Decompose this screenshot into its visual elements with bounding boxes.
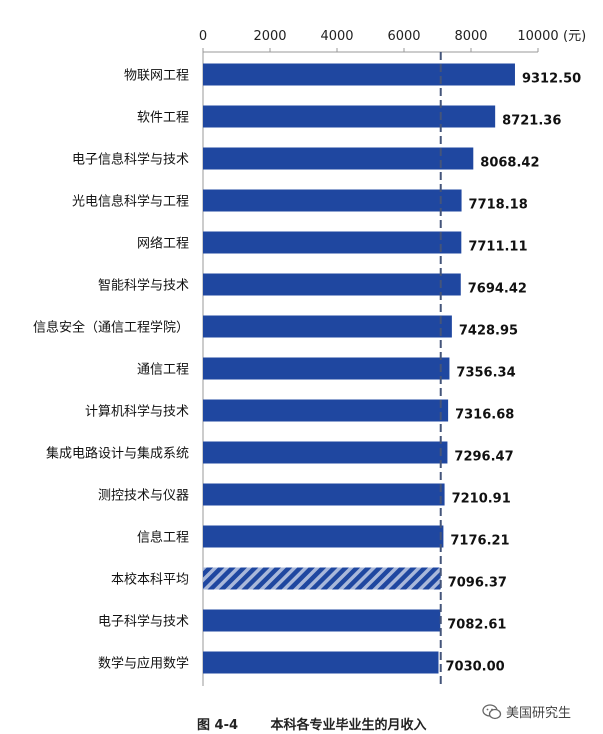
figure-caption: 图 4-4 本科各专业毕业生的月收入 [197, 714, 427, 733]
category-label: 信息安全（通信工程学院） [33, 320, 189, 336]
x-tick-label: 0 [199, 29, 207, 44]
value-label: 7210.91 [452, 492, 511, 507]
value-label: 7428.95 [459, 324, 518, 339]
value-label: 7711.11 [468, 240, 527, 255]
category-label: 集成电路设计与集成系统 [46, 446, 189, 462]
bar [203, 273, 461, 296]
x-axis-unit: (元) [563, 29, 586, 44]
bar [203, 147, 474, 170]
bar [203, 651, 439, 674]
x-tick-label: 10000 [517, 29, 558, 44]
category-label: 物联网工程 [124, 69, 189, 84]
category-label: 测控技术与仪器 [98, 489, 189, 504]
x-axis: 0 2000 4000 6000 8000 10000 (元) [199, 29, 586, 686]
category-label: 信息工程 [137, 530, 189, 546]
value-label: 7096.37 [448, 576, 507, 591]
bars [203, 63, 515, 674]
value-label: 9312.50 [522, 72, 581, 87]
bar [203, 189, 462, 212]
category-label: 通信工程 [137, 363, 189, 378]
value-label: 7718.18 [469, 198, 528, 213]
value-label: 7694.42 [468, 282, 527, 297]
bar [203, 63, 515, 86]
bar [203, 231, 462, 254]
value-label: 7082.61 [447, 618, 506, 633]
bar [203, 483, 445, 506]
value-labels: 9312.50 8721.36 8068.42 7718.18 7711.11 7694.… [446, 72, 582, 675]
value-label: 7030.00 [446, 660, 505, 675]
value-label: 8068.42 [480, 156, 539, 171]
x-tick-label: 2000 [253, 29, 286, 44]
category-label: 软件工程 [137, 111, 189, 126]
bar [203, 357, 450, 380]
x-tick-label: 6000 [387, 29, 420, 44]
category-label: 网络工程 [137, 236, 189, 252]
bar [203, 399, 449, 422]
bar [203, 609, 441, 632]
category-label: 数学与应用数学 [98, 656, 189, 672]
x-tick-label: 8000 [454, 29, 487, 44]
value-label: 7296.47 [454, 450, 513, 465]
category-label: 电子科学与技术 [98, 614, 189, 630]
watermark-text: 美国研究生 [506, 706, 572, 721]
value-label: 8721.36 [502, 114, 561, 129]
figure-title: 本科各专业毕业生的月收入 [270, 718, 427, 733]
value-label: 7356.34 [456, 366, 515, 381]
x-tick-label: 4000 [320, 29, 353, 44]
category-label: 智能科学与技术 [98, 278, 189, 294]
value-label: 7316.68 [455, 408, 514, 423]
category-label: 电子信息科学与技术 [72, 152, 189, 168]
wechat-icon [482, 703, 502, 719]
watermark: 美国研究生 [482, 702, 571, 721]
value-label: 7176.21 [450, 534, 509, 549]
bar [203, 441, 448, 464]
bar [203, 525, 444, 548]
category-label: 本校本科平均 [111, 572, 189, 588]
figure-number: 图 4-4 [197, 718, 239, 733]
category-labels: 物联网工程软件工程电子信息科学与技术光电信息科学与工程网络工程智能科学与技术信息… [33, 69, 189, 672]
bar [203, 105, 496, 128]
bar-average [203, 567, 441, 590]
bar [203, 315, 452, 338]
category-label: 计算机科学与技术 [85, 404, 189, 420]
category-label: 光电信息科学与工程 [72, 194, 189, 210]
